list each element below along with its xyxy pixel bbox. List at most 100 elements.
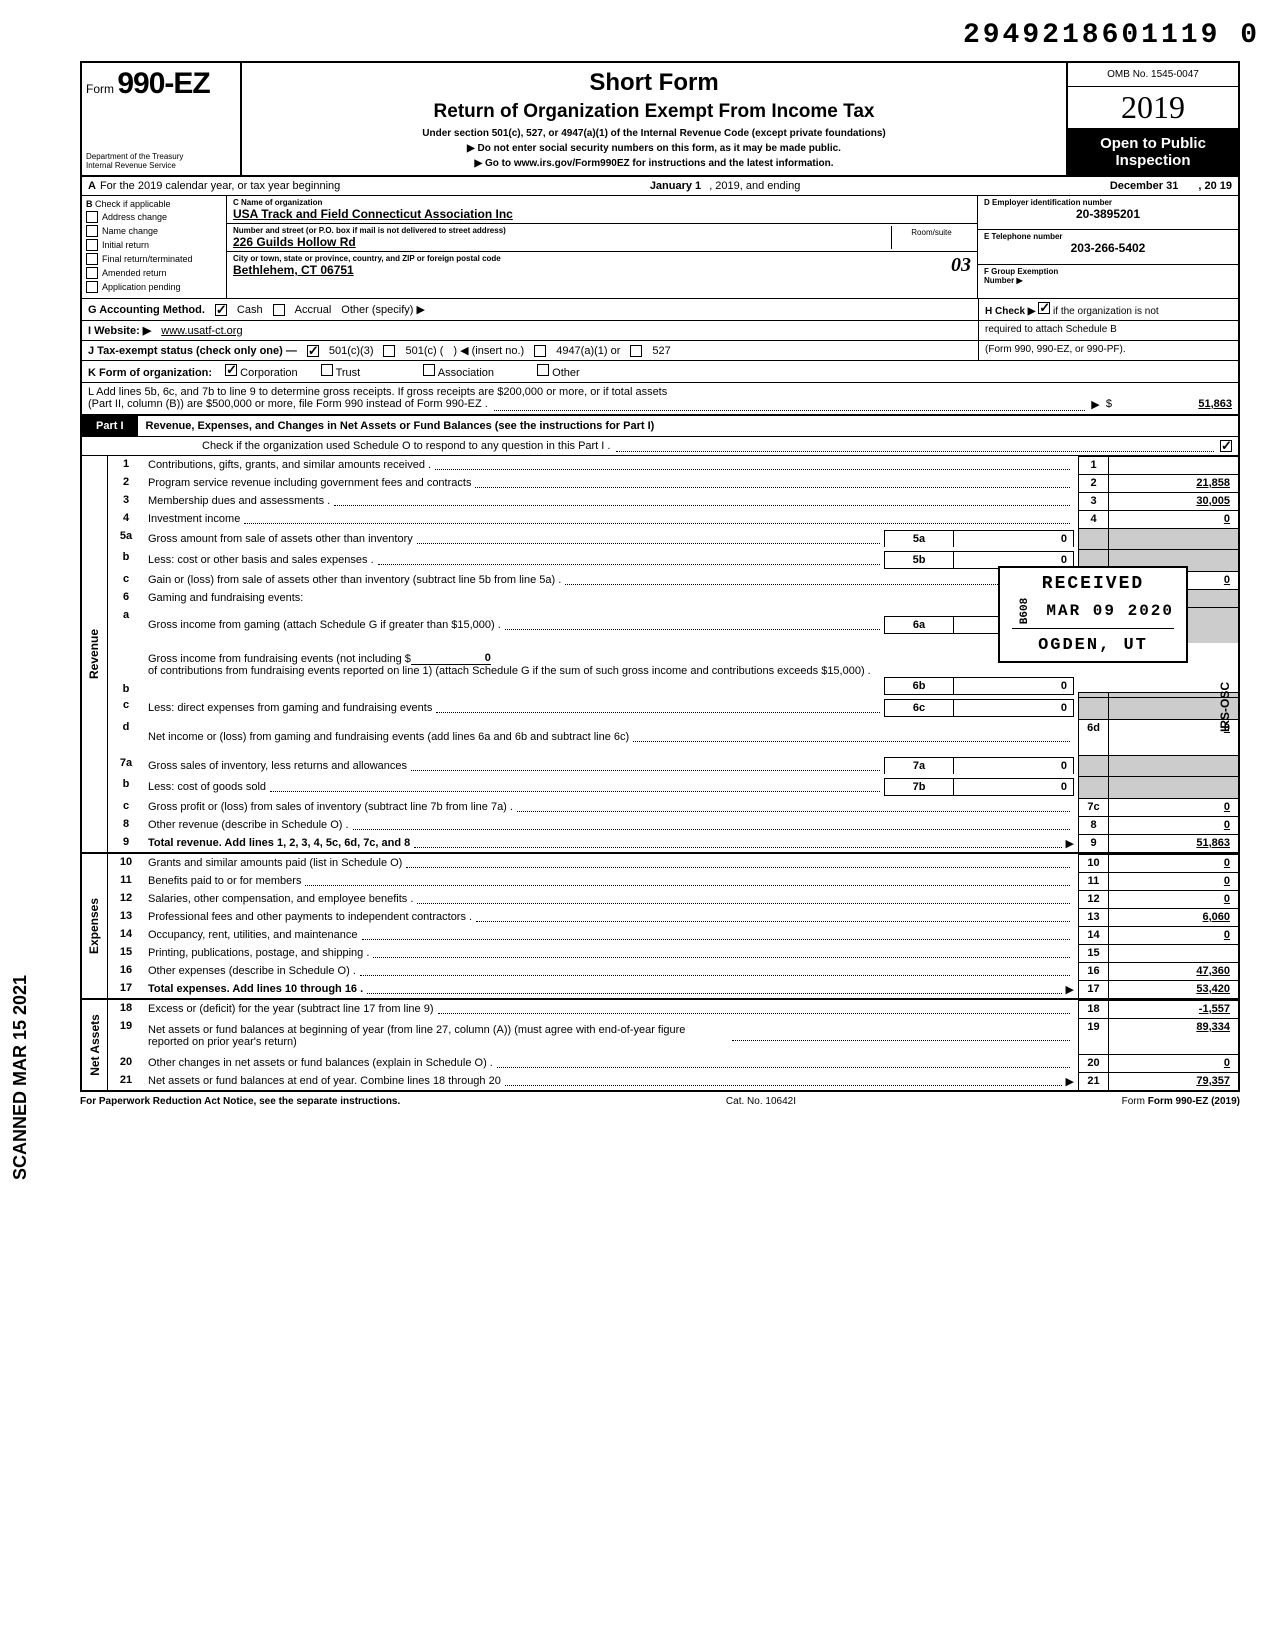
cell-num: 8 [1078,816,1108,834]
check-final-return[interactable]: Final return/terminated [86,253,222,265]
line-5a: 5a Gross amount from sale of assets othe… [108,528,1238,549]
other-org-label: Other [552,367,580,379]
line-num: 20 [108,1054,144,1072]
opt-501c3: 501(c)(3) [329,345,374,357]
cell-shaded [1078,776,1108,798]
open-public-2: Inspection [1070,152,1236,169]
check-schedule-o-text: Check if the organization used Schedule … [202,440,610,452]
line-15: 15 Printing, publications, postage, and … [108,944,1238,962]
check-application-pending[interactable]: Application pending [86,281,222,293]
line-desc: Professional fees and other payments to … [148,911,472,923]
instr-ssn: ▶ Do not enter social security numbers o… [250,143,1058,154]
line-num: b [108,549,144,571]
check-amended[interactable]: Amended return [86,267,222,279]
line-num: 12 [108,890,144,908]
irs-osc-label: IRS-OSC [1218,682,1232,732]
header-right: OMB No. 1545-0047 2019 Open to Public In… [1068,63,1238,175]
accounting-method: G Accounting Method. Cash Accrual Other … [82,299,978,320]
check-cash[interactable] [215,304,227,316]
part-1-label: Part I [82,416,138,436]
other-specify: Other (specify) ▶ [341,303,425,316]
check-other-org[interactable] [537,364,549,376]
org-name-row: C Name of organization USA Track and Fie… [227,196,977,224]
line-desc: Benefits paid to or for members [148,875,301,887]
cell-amt: 30,005 [1108,492,1238,510]
paperwork-notice: For Paperwork Reduction Act Notice, see … [80,1096,400,1107]
check-label: Application pending [102,282,181,292]
col-b-label: B [86,199,93,209]
check-501c3[interactable] [307,345,319,357]
tax-year: 2019 [1068,87,1238,129]
cell-num: 3 [1078,492,1108,510]
check-name-change[interactable]: Name change [86,225,222,237]
form-prefix: Form [86,82,114,96]
check-527[interactable] [630,345,642,357]
expenses-side-label: Expenses [82,854,108,998]
end-month: December 31 [1110,180,1179,192]
check-corp[interactable] [225,364,237,376]
col-b-title: Check if applicable [95,199,171,209]
sub-val: 0 [954,699,1074,717]
line-desc: Program service revenue including govern… [148,477,471,489]
check-trust[interactable] [321,364,333,376]
trust-label: Trust [336,367,361,379]
cell-num: 13 [1078,908,1108,926]
line-desc: Total expenses. Add lines 10 through 16 … [148,983,363,995]
room-suite: Room/suite [891,226,971,249]
cell-num: 12 [1078,890,1108,908]
line-3: 3 Membership dues and assessments . 3 30… [108,492,1238,510]
city-row: City or town, state or province, country… [227,252,977,279]
street-value: 226 Guilds Hollow Rd [233,235,891,249]
cell-num: 16 [1078,962,1108,980]
org-name-value: USA Track and Field Connecticut Associat… [233,207,971,221]
j-label: J Tax-exempt status (check only one) — [88,345,297,357]
group-ex-label: F Group Exemption [984,267,1232,276]
check-label: Name change [102,226,158,236]
cell-amt: 0 [1108,854,1238,872]
h-text2: required to attach Schedule B [978,321,1238,340]
line-14: 14 Occupancy, rent, utilities, and maint… [108,926,1238,944]
check-assoc[interactable] [423,364,435,376]
check-schedule-o[interactable] [1220,440,1232,452]
check-address-change[interactable]: Address change [86,211,222,223]
cell-amt: 6,060 [1108,908,1238,926]
line-desc: Gross profit or (loss) from sales of inv… [148,801,513,813]
cell-shaded [1078,697,1108,719]
cell-amt: 0 [1108,872,1238,890]
check-not-required[interactable] [1038,302,1050,314]
website-row: I Website: ▶ www.usatf-ct.org [82,321,978,340]
opt-527: 527 [652,345,670,357]
line-desc: Gross income from fundraising events (no… [148,653,411,665]
line-desc: Gross sales of inventory, less returns a… [148,760,407,772]
sub-val: 0 [954,778,1074,796]
line-desc: Other expenses (describe in Schedule O) … [148,965,356,977]
line-num: 3 [108,492,144,510]
cell-amt: 0 [1108,890,1238,908]
line-num: c [108,798,144,816]
check-4947[interactable] [534,345,546,357]
i-label: I Website: ▶ [88,324,151,337]
line-6d: d Net income or (loss) from gaming and f… [108,719,1238,755]
line-num: 11 [108,872,144,890]
opt-501c: 501(c) ( [405,345,443,357]
line-18: 18 Excess or (deficit) for the year (sub… [108,1000,1238,1018]
cell-amt: 0 [1108,798,1238,816]
cash-label: Cash [237,304,263,316]
cell-shaded [1078,528,1108,549]
line-desc: Net assets or fund balances at beginning… [148,1024,728,1048]
line-2: 2 Program service revenue including gove… [108,474,1238,492]
cell-num: 6d [1078,719,1108,755]
netassets-side-label: Net Assets [82,1000,108,1090]
check-501c[interactable] [383,345,395,357]
line-desc: Other changes in net assets or fund bala… [148,1057,493,1069]
stamp-received: RECEIVED [1012,574,1174,594]
cell-num: 2 [1078,474,1108,492]
line-desc: Membership dues and assessments . [148,495,330,507]
cell-amt [1108,944,1238,962]
check-initial-return[interactable]: Initial return [86,239,222,251]
line-num: 9 [108,834,144,852]
cell-num: 15 [1078,944,1108,962]
check-accrual[interactable] [273,304,285,316]
h-text3: (Form 990, 990-EZ, or 990-PF). [978,341,1238,360]
expenses-table: 10 Grants and similar amounts paid (list… [108,854,1238,998]
